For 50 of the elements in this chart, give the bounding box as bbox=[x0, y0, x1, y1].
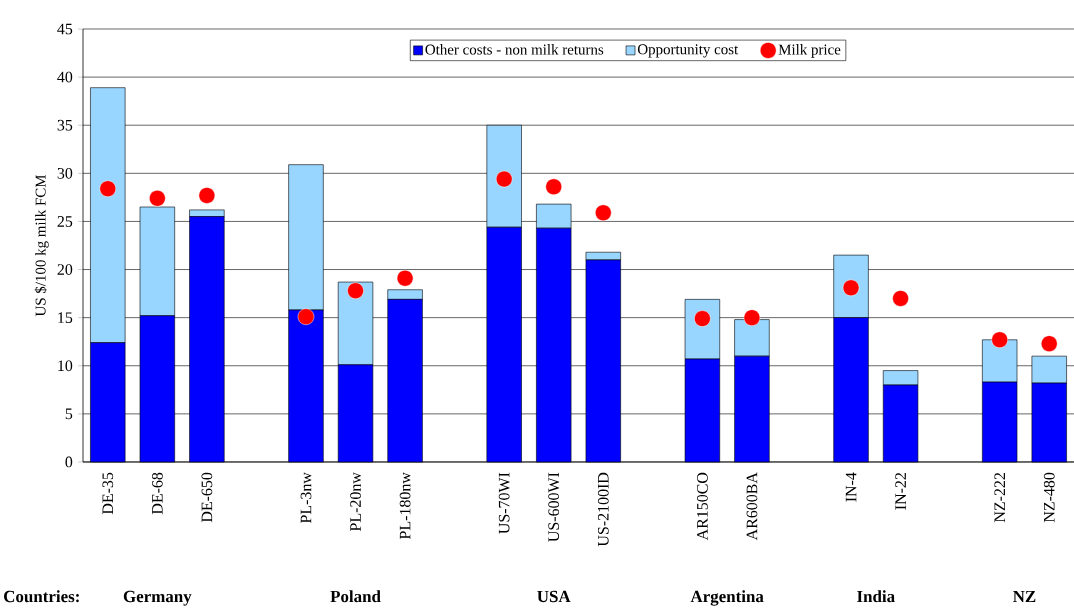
x-tick-label: AR150CO bbox=[697, 472, 708, 541]
point bbox=[198, 187, 216, 204]
y-tick-label: 5 bbox=[65, 408, 73, 420]
point bbox=[743, 309, 761, 326]
point bbox=[595, 204, 612, 222]
x-tick-label: PL-3nw bbox=[300, 472, 312, 524]
text: USA bbox=[537, 590, 571, 603]
text: India bbox=[857, 590, 895, 603]
y-tick-label: 45 bbox=[57, 23, 73, 35]
legend-label: Opportunity cost bbox=[637, 44, 739, 58]
text: Countries: bbox=[4, 590, 79, 603]
x-tick-label: DE-68 bbox=[151, 472, 163, 515]
x-tick-label: IN-4 bbox=[845, 472, 857, 502]
x-tick-label: AR600BA bbox=[746, 472, 758, 541]
x-tick-label: DE-650 bbox=[201, 472, 213, 523]
point bbox=[991, 331, 1008, 349]
text: NZ bbox=[1013, 590, 1036, 602]
point bbox=[347, 282, 364, 299]
x-tick-label: US-2100ID bbox=[597, 472, 609, 547]
y-tick-label: 0 bbox=[65, 456, 73, 468]
x-tick-label: DE-35 bbox=[102, 472, 114, 515]
x-tick-label: PL-20nw bbox=[350, 472, 361, 532]
point bbox=[694, 310, 711, 327]
point bbox=[545, 178, 562, 196]
point bbox=[149, 190, 166, 207]
legend-label: Other costs - non milk returns bbox=[425, 44, 604, 55]
y-axis-title: US $/100 kg milk FCM bbox=[34, 174, 49, 317]
y-tick-label: 30 bbox=[57, 167, 73, 179]
x-tick-label: US-70WI bbox=[498, 472, 510, 534]
point bbox=[396, 269, 414, 287]
x-tick-label: NZ-222 bbox=[994, 473, 1005, 523]
x-tick-label: NZ-480 bbox=[1043, 472, 1055, 523]
y-tick-label: 25 bbox=[57, 216, 73, 227]
point bbox=[1040, 335, 1058, 352]
text: Poland bbox=[330, 590, 381, 603]
y-tick-label: 10 bbox=[58, 360, 73, 372]
y-tick-label: 15 bbox=[58, 312, 73, 323]
text: Argentina bbox=[690, 590, 764, 606]
point bbox=[297, 308, 315, 325]
y-tick-label: 20 bbox=[57, 264, 73, 275]
point bbox=[892, 290, 909, 307]
point bbox=[99, 180, 117, 197]
text: Germany bbox=[123, 590, 192, 606]
legend-label: Milk price bbox=[778, 44, 841, 58]
x-tick-label: IN-22 bbox=[895, 473, 906, 510]
y-tick-label: 40 bbox=[57, 71, 73, 83]
y-tick-label: 35 bbox=[57, 119, 73, 131]
x-tick-label: US-600WI bbox=[548, 472, 560, 542]
point bbox=[495, 170, 513, 188]
x-tick-label: PL-180nw bbox=[399, 472, 411, 540]
